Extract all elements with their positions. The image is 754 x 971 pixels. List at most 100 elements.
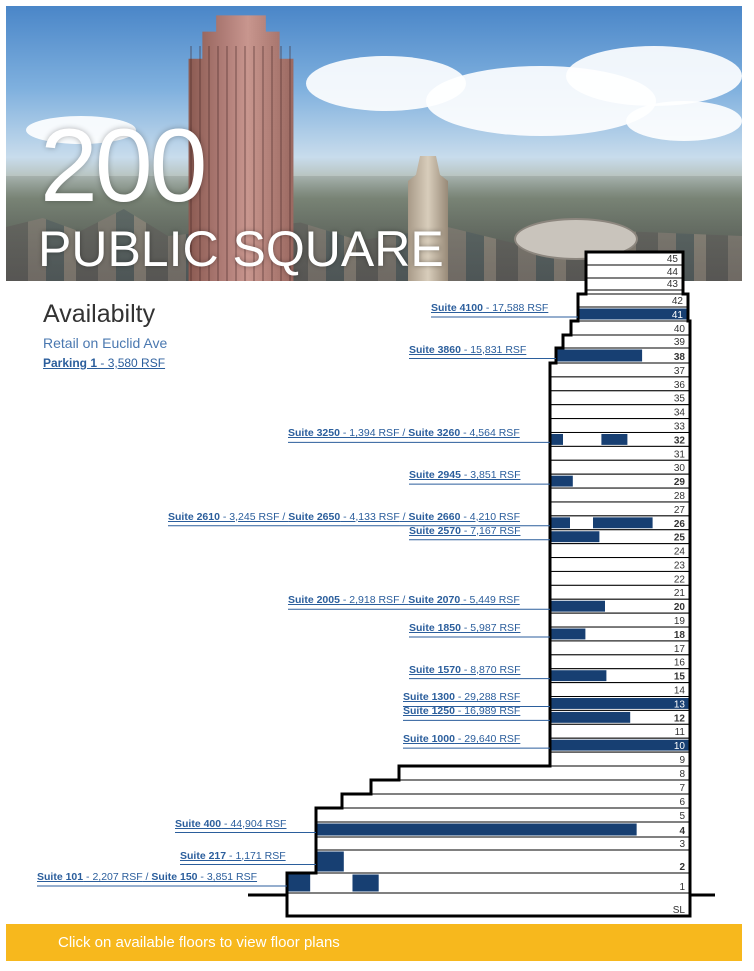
floor-row-44[interactable]: 44 <box>585 264 684 279</box>
floor-row-23[interactable]: 23 <box>549 557 691 572</box>
suite-rsf: - 15,831 RSF <box>460 343 527 356</box>
suite-name: Suite 3250 <box>288 427 340 440</box>
floor-row-34[interactable]: 34 <box>549 404 691 420</box>
floor-row-37[interactable]: 37 <box>549 362 691 378</box>
banner-text: Click on available floors to view floor … <box>58 934 340 951</box>
floor-number: 19 <box>674 616 686 627</box>
suite-name: Suite 2650 <box>288 510 341 523</box>
floor-row-43[interactable]: 43 <box>585 277 684 291</box>
suite-rsf: - 3,851 RSF <box>197 871 258 883</box>
floor-rect <box>549 376 691 392</box>
suite-separator: / <box>399 510 409 523</box>
floor-number: 7 <box>679 783 685 794</box>
floor-row-9[interactable]: 9 <box>549 751 691 767</box>
floor-row-18[interactable]: 18 <box>549 626 691 642</box>
floor-row-41[interactable]: 41 <box>577 306 689 322</box>
parking-link[interactable]: Parking 1 - 3,580 RSF <box>43 356 165 370</box>
parking-detail: - 3,580 RSF <box>97 356 166 370</box>
floor-number: 33 <box>674 421 686 432</box>
floor-row-sl[interactable]: SL <box>286 892 691 917</box>
floor-row-30[interactable]: 30 <box>549 459 691 475</box>
suite-link-floor-15[interactable]: Suite 1570 - 8,870 RSF <box>409 664 520 676</box>
floor-rect <box>549 640 691 656</box>
floor-row-33[interactable]: 33 <box>549 418 691 433</box>
suite-name: Suite 1250 <box>403 705 455 718</box>
floor-number: 16 <box>674 658 686 669</box>
suite-link-floor-32[interactable]: Suite 3250 - 1,394 RSF / Suite 3260 - 4,… <box>288 427 520 439</box>
floor-rect <box>549 584 691 600</box>
floor-row-25[interactable]: 25 <box>549 529 691 545</box>
floor-row-16[interactable]: 16 <box>549 654 691 670</box>
suite-rsf: - 17,588 RSF <box>482 302 549 314</box>
floor-row-40[interactable]: 40 <box>570 320 691 336</box>
floor-row-7[interactable]: 7 <box>370 779 691 795</box>
floor-row-22[interactable]: 22 <box>549 570 691 586</box>
floor-row-29[interactable]: 29 <box>549 473 691 489</box>
floor-row-13[interactable]: 13 <box>549 696 691 711</box>
floor-rect <box>549 418 691 433</box>
suite-name: Suite 2610 <box>168 510 220 523</box>
floor-number: SL <box>673 905 686 916</box>
floor-plans-banner[interactable]: Click on available floors to view floor … <box>6 924 742 961</box>
floor-number: 41 <box>672 310 684 321</box>
floor-row-31[interactable]: 31 <box>549 445 691 461</box>
floor-row-11[interactable]: 11 <box>549 723 691 739</box>
suite-name: Suite 2570 <box>409 524 461 537</box>
floor-number: 3 <box>679 839 685 850</box>
floor-row-12[interactable]: 12 <box>549 709 691 725</box>
floor-row-3[interactable]: 3 <box>315 836 691 851</box>
floor-row-2[interactable]: 2 <box>315 849 691 874</box>
suite-link-floor-26[interactable]: Suite 2610 - 3,245 RSF / Suite 2650 - 4,… <box>168 511 520 523</box>
floor-row-14[interactable]: 14 <box>549 682 691 698</box>
floor-number: 29 <box>674 477 686 488</box>
suite-link-floor-10[interactable]: Suite 1000 - 29,640 RSF <box>403 733 520 745</box>
suite-link-floor-29[interactable]: Suite 2945 - 3,851 RSF <box>409 469 520 481</box>
floor-number: 39 <box>674 337 686 348</box>
retail-link[interactable]: Retail on Euclid Ave <box>43 335 168 351</box>
floor-row-28[interactable]: 28 <box>549 487 691 503</box>
floor-row-4[interactable]: 4 <box>315 821 691 838</box>
floor-row-42[interactable]: 42 <box>577 293 689 308</box>
floor-row-24[interactable]: 24 <box>549 543 691 559</box>
tower-building <box>188 15 294 281</box>
floor-row-19[interactable]: 19 <box>549 612 691 628</box>
floor-row-32[interactable]: 32 <box>549 431 691 447</box>
floor-rect <box>549 459 691 475</box>
suite-link-floor-38[interactable]: Suite 3860 - 15,831 RSF <box>409 344 526 356</box>
floor-row-21[interactable]: 21 <box>549 584 691 600</box>
suite-rsf: - 2,207 RSF <box>83 871 143 883</box>
floor-row-1[interactable]: 1 <box>286 872 691 894</box>
suite-link-floor-13[interactable]: Suite 1300 - 29,288 RSF <box>403 691 520 703</box>
available-space-block <box>551 711 631 723</box>
suite-link-floor-2[interactable]: Suite 217 - 1,171 RSF <box>180 850 286 862</box>
floor-number: 8 <box>679 769 685 780</box>
suite-link-floor-12[interactable]: Suite 1250 - 16,989 RSF <box>403 705 520 717</box>
floor-row-10[interactable]: 10 <box>549 737 691 753</box>
floor-row-38[interactable]: 38 <box>555 347 691 364</box>
floor-row-26[interactable]: 26 <box>549 515 691 531</box>
floor-row-20[interactable]: 20 <box>549 598 691 614</box>
floor-row-15[interactable]: 15 <box>549 668 691 684</box>
floor-number: 22 <box>674 574 686 585</box>
floor-number: 18 <box>674 630 686 641</box>
available-space-block <box>317 851 344 872</box>
floor-rect <box>562 334 691 349</box>
floor-row-17[interactable]: 17 <box>549 640 691 656</box>
suite-link-floor-18[interactable]: Suite 1850 - 5,987 RSF <box>409 622 520 634</box>
floor-number: 30 <box>674 463 686 474</box>
floor-row-27[interactable]: 27 <box>549 501 691 517</box>
suite-link-floor-25[interactable]: Suite 2570 - 7,167 RSF <box>409 525 520 537</box>
floor-row-5[interactable]: 5 <box>315 807 691 823</box>
floor-row-39[interactable]: 39 <box>562 334 691 349</box>
floor-row-36[interactable]: 36 <box>549 376 691 392</box>
floor-row-35[interactable]: 35 <box>549 390 691 406</box>
floor-rect <box>549 751 691 767</box>
floor-row-45[interactable]: 45 <box>585 251 684 266</box>
suite-link-floor-4[interactable]: Suite 400 - 44,904 RSF <box>175 818 286 830</box>
suite-link-floor-41[interactable]: Suite 4100 - 17,588 RSF <box>431 302 548 314</box>
suite-name: Suite 3260 <box>408 427 461 440</box>
floor-row-8[interactable]: 8 <box>398 765 691 781</box>
suite-link-floor-1[interactable]: Suite 101 - 2,207 RSF / Suite 150 - 3,85… <box>37 871 257 883</box>
floor-row-6[interactable]: 6 <box>341 793 691 809</box>
suite-link-floor-20[interactable]: Suite 2005 - 2,918 RSF / Suite 2070 - 5,… <box>288 594 520 606</box>
